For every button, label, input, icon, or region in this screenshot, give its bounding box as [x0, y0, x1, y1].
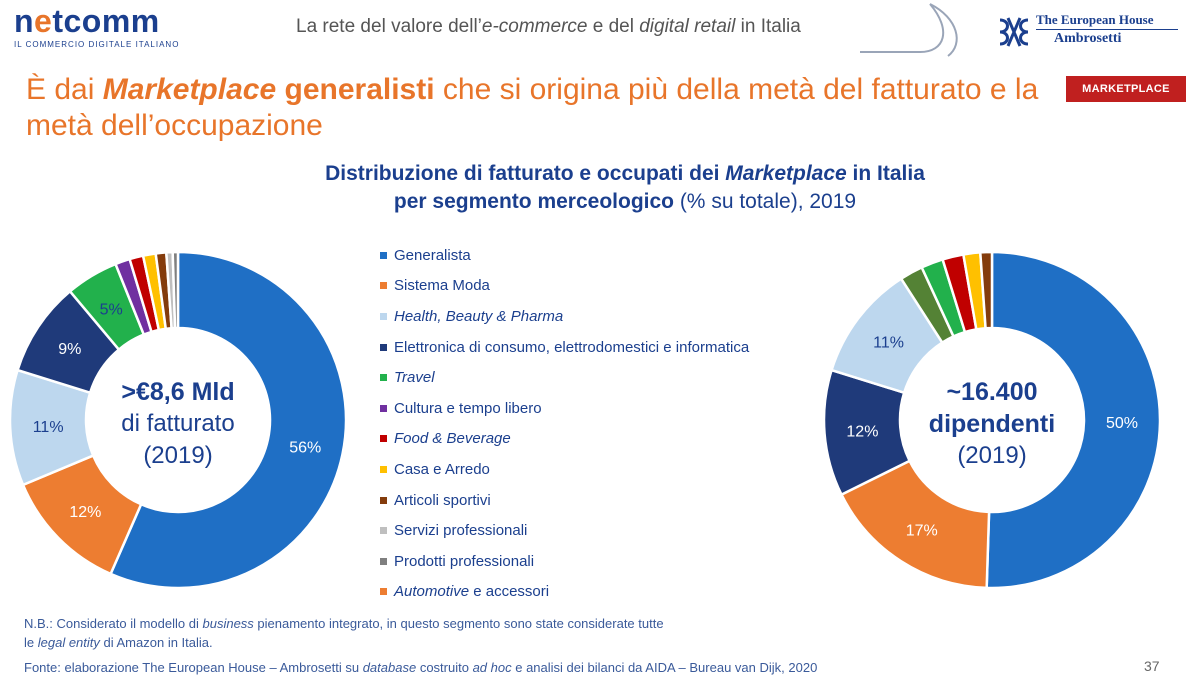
teha-mark-icon: [999, 17, 1029, 47]
legend-swatch: [380, 465, 387, 473]
legend-label: Food & Beverage: [394, 430, 511, 448]
logo-subtitle: IL COMMERCIO DIGITALE ITALIANO: [14, 40, 180, 49]
legend-item: Health, Beauty & Pharma: [380, 301, 820, 332]
revenue-caption: di fatturato: [121, 410, 235, 437]
revenue-center-label: >€8,6 Mld di fatturato (2019): [88, 376, 268, 472]
legend-swatch: [380, 435, 387, 443]
legend-swatch: [380, 343, 387, 351]
slice-label: 11%: [873, 334, 904, 351]
legend-item: Cultura e tempo libero: [380, 393, 820, 424]
netcomm-logo: netcomm IL COMMERCIO DIGITALE ITALIANO: [14, 4, 184, 50]
legend-item: Food & Beverage: [380, 424, 820, 455]
legend-label: Automotive e accessori: [394, 583, 550, 601]
legend-item: Travel: [380, 362, 820, 393]
page-number: 37: [1144, 658, 1160, 674]
legend-label: Sistema Moda: [394, 277, 490, 295]
employees-caption: dipendenti: [928, 410, 1056, 438]
slice-label: 56%: [289, 440, 321, 457]
legend-item: Servizi professionali: [380, 515, 820, 546]
section-tag: MARKETPLACE: [1066, 76, 1186, 102]
legend-label: Generalista: [394, 246, 471, 264]
legend-label: Casa e Arredo: [394, 460, 490, 478]
slice-label: 17%: [906, 522, 938, 539]
slice-label: 9%: [58, 341, 81, 358]
revenue-year: (2019): [143, 442, 213, 469]
legend-label: Travel: [394, 369, 435, 387]
legend-item: Generalista: [380, 240, 820, 271]
revenue-amount: >€8,6 Mld: [121, 378, 235, 406]
slide-title: È dai Marketplace generalisti che si ori…: [26, 73, 1039, 142]
teha-line1: The European House: [1036, 12, 1154, 27]
source-line: Fonte: elaborazione The European House –…: [24, 660, 818, 675]
donut-slice: [108, 250, 348, 590]
legend-label: Elettronica di consumo, elettrodomestici…: [394, 338, 750, 356]
legend-item: Prodotti professionali: [380, 546, 820, 577]
slice-label: 5%: [100, 301, 123, 318]
legend-swatch: [380, 282, 387, 290]
legend-swatch: [380, 374, 387, 382]
donut-slice: [985, 250, 1162, 590]
legend-label: Articoli sportivi: [394, 491, 491, 509]
teha-line2: Ambrosetti: [1054, 31, 1122, 46]
header: netcomm IL COMMERCIO DIGITALE ITALIANO L…: [0, 0, 1200, 58]
legend-swatch: [380, 251, 387, 259]
slice-label: 12%: [846, 423, 878, 440]
teha-divider: [1036, 29, 1178, 30]
legend-item: Sistema Moda: [380, 271, 820, 302]
slice-label: 12%: [69, 504, 101, 521]
teha-logo: The European House Ambrosetti: [996, 12, 1196, 54]
legend-swatch: [380, 557, 387, 565]
legend-label: Servizi professionali: [394, 522, 528, 540]
employees-donut-chart: 50% 17% 12% 11%: [822, 250, 1162, 590]
legend-label: Cultura e tempo libero: [394, 399, 542, 417]
legend-item: Elettronica di consumo, elettrodomestici…: [380, 332, 820, 363]
footnote: N.B.: Considerato il modello di business…: [24, 616, 664, 650]
revenue-donut-chart: 56% 12% 11% 9% 5%: [8, 250, 348, 590]
donut-slice: [171, 250, 180, 330]
legend-item: Articoli sportivi: [380, 485, 820, 516]
slice-label: 11%: [33, 419, 64, 436]
chart-legend: Generalista Sistema Moda Health, Beauty & …: [380, 240, 820, 607]
legend-swatch: [380, 527, 387, 535]
donut-slice: [978, 250, 994, 330]
header-tagline: La rete del valore dell’e-commerce e del…: [296, 16, 801, 37]
logo-text-accent: e: [34, 3, 53, 39]
legend-swatch: [380, 588, 387, 596]
logo-text: n: [14, 3, 35, 39]
header-swoosh-icon: [860, 3, 958, 57]
chart-title: Distribuzione di fatturato e occupati de…: [325, 162, 925, 213]
logo-text: tcomm: [52, 3, 160, 39]
employees-count: ~16.400: [946, 378, 1038, 406]
legend-item: Automotive e accessori: [380, 577, 820, 608]
legend-label: Prodotti professionali: [394, 552, 535, 570]
legend-swatch: [380, 496, 387, 504]
employees-year: (2019): [957, 442, 1027, 469]
legend-swatch: [380, 312, 387, 320]
legend-label: Health, Beauty & Pharma: [394, 307, 564, 325]
employees-center-label: ~16.400 dipendenti (2019): [902, 376, 1082, 472]
slice-label: 50%: [1106, 415, 1138, 432]
legend-swatch: [380, 404, 387, 412]
legend-item: Casa e Arredo: [380, 454, 820, 485]
